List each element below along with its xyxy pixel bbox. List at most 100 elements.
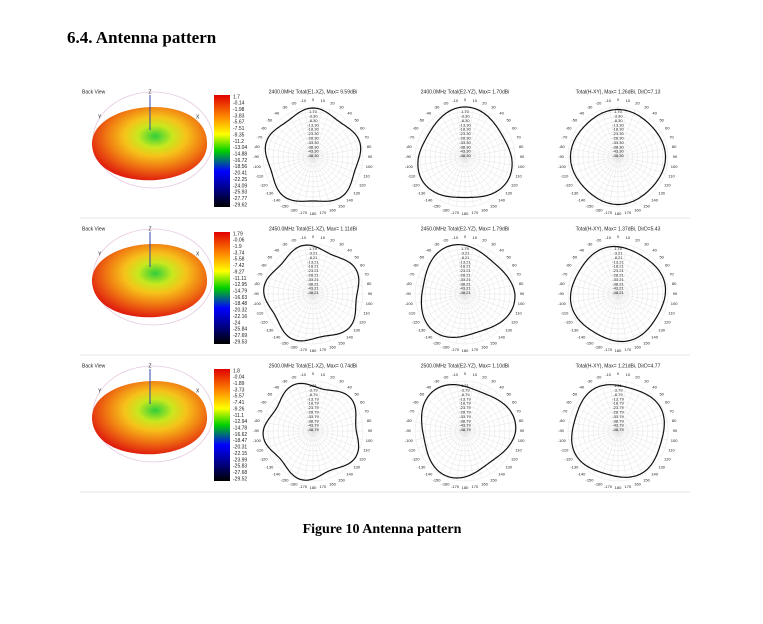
angle-label: 180 bbox=[615, 211, 622, 216]
angle-label: -140 bbox=[424, 472, 433, 477]
angle-label: 30 bbox=[491, 105, 496, 110]
angle-label: -150 bbox=[280, 340, 289, 345]
polar-spoke bbox=[617, 430, 666, 449]
polar-spoke bbox=[269, 156, 314, 183]
polar-spoke bbox=[439, 387, 466, 432]
polar-spoke bbox=[609, 293, 619, 344]
angle-label: 50 bbox=[659, 254, 664, 259]
angle-label: -90 bbox=[253, 428, 260, 433]
polar-spoke bbox=[617, 285, 668, 295]
polar-spoke bbox=[426, 261, 466, 295]
angle-label: -150 bbox=[585, 340, 594, 345]
polar-spoke bbox=[304, 381, 314, 432]
angle-label: -110 bbox=[561, 448, 569, 453]
caption: Figure 10 Antenna pattern bbox=[303, 522, 462, 537]
colorbar-label: -11.1 bbox=[233, 413, 244, 419]
polar-spoke bbox=[312, 118, 346, 158]
polar-spoke bbox=[617, 293, 636, 342]
polar-spoke bbox=[464, 244, 474, 295]
angle-label: -150 bbox=[432, 340, 441, 345]
polar-spoke bbox=[447, 293, 466, 342]
polar-spoke bbox=[269, 131, 314, 158]
view-label: Back View bbox=[82, 89, 106, 95]
polar-spoke bbox=[312, 156, 322, 207]
polar-spoke bbox=[280, 118, 314, 158]
polar-spoke bbox=[304, 156, 314, 207]
angle-label: 80 bbox=[672, 281, 677, 286]
polar-spoke bbox=[617, 381, 627, 432]
ring-label: -43.21 bbox=[307, 286, 319, 291]
angle-label: 60 bbox=[665, 126, 670, 131]
angle-label: 0 bbox=[464, 234, 467, 239]
angle-label: 30 bbox=[491, 379, 496, 384]
angle-label: -150 bbox=[585, 477, 594, 482]
ring-label: -38.79 bbox=[459, 418, 471, 423]
ring-label: -8.30 bbox=[613, 118, 623, 123]
polar-spoke bbox=[304, 430, 314, 481]
polar-spoke bbox=[617, 430, 636, 479]
polar-spoke bbox=[617, 430, 627, 481]
polar-spoke bbox=[432, 255, 466, 295]
pattern-curve bbox=[569, 108, 667, 206]
ring-label: -43.30 bbox=[459, 149, 471, 154]
polar-spoke bbox=[280, 392, 314, 432]
axis-label: Y bbox=[98, 388, 102, 394]
angle-label: 110 bbox=[515, 174, 522, 179]
polar-spoke bbox=[464, 293, 474, 344]
angle-label: -90 bbox=[558, 291, 565, 296]
ring-label: -3.79 bbox=[308, 387, 318, 392]
angle-label: 180 bbox=[462, 348, 469, 353]
angle-label: -90 bbox=[405, 291, 412, 296]
pattern-curve bbox=[569, 245, 667, 343]
polar-spoke bbox=[464, 255, 498, 295]
angle-label: -110 bbox=[408, 448, 416, 453]
polar-spoke bbox=[617, 124, 657, 158]
angle-label: -150 bbox=[432, 203, 441, 208]
angle-label: 60 bbox=[665, 400, 670, 405]
angle-label: 90 bbox=[520, 291, 525, 296]
colorbar-label: 1.8 bbox=[233, 368, 240, 374]
ring-label: -38.30 bbox=[612, 144, 624, 149]
polar-spoke bbox=[421, 430, 466, 457]
colorbar-label: -20.32 bbox=[233, 308, 247, 314]
colorbar-label: -22.25 bbox=[233, 177, 247, 183]
angle-label: -100 bbox=[558, 438, 567, 443]
ring-label: -23.21 bbox=[307, 268, 319, 273]
angle-label: -70 bbox=[409, 135, 416, 140]
angle-label: 140 bbox=[498, 472, 505, 477]
ring-label: -13.30 bbox=[307, 122, 319, 127]
angle-label: 130 bbox=[505, 328, 512, 333]
polar-spoke bbox=[312, 156, 363, 166]
polar-spoke bbox=[312, 250, 339, 295]
polar-spoke bbox=[312, 293, 363, 303]
polar-spoke bbox=[274, 398, 314, 432]
polar-spoke bbox=[617, 246, 636, 295]
angle-label: -170 bbox=[451, 210, 460, 215]
angle-label: 0 bbox=[312, 234, 315, 239]
angle-label: -50 bbox=[266, 254, 273, 259]
ring-label: -8.79 bbox=[613, 392, 623, 397]
polar-spoke bbox=[568, 285, 619, 295]
angle-label: -70 bbox=[257, 272, 264, 277]
ring-label: -18.21 bbox=[612, 264, 624, 269]
angle-label: -120 bbox=[412, 183, 421, 188]
ring-label: -48.79 bbox=[307, 427, 319, 432]
pattern-curve bbox=[264, 107, 362, 202]
axis-label: X bbox=[196, 251, 200, 257]
angle-label: 70 bbox=[516, 409, 521, 414]
colorbar-label: -27.68 bbox=[233, 470, 247, 476]
angle-label: 140 bbox=[498, 335, 505, 340]
angle-label: -30 bbox=[282, 379, 289, 384]
polar-spoke bbox=[617, 430, 651, 470]
angle-label: 140 bbox=[651, 198, 658, 203]
polar-spoke bbox=[265, 413, 314, 432]
angle-label: -160 bbox=[441, 345, 450, 350]
pattern-curve bbox=[571, 384, 665, 478]
polar-spoke bbox=[312, 285, 363, 295]
angle-label: 160 bbox=[481, 482, 488, 487]
polar-spoke bbox=[617, 293, 627, 344]
ring-label: -28.21 bbox=[307, 272, 319, 277]
polar-spoke bbox=[263, 293, 314, 303]
polar-spoke bbox=[312, 413, 361, 432]
colorbar-label: -24 bbox=[233, 320, 240, 326]
